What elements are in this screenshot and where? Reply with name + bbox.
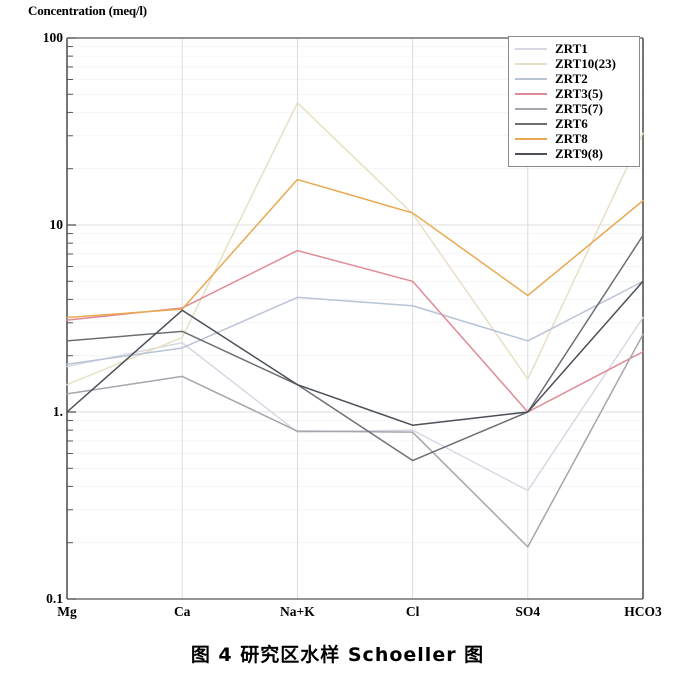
series-line-zrt57 (66, 333, 644, 548)
legend-color-swatch (515, 47, 547, 50)
legend-label: ZRT8 (555, 131, 588, 146)
series-line-zrt35 (66, 249, 644, 413)
legend-color-swatch (515, 137, 547, 140)
legend-label: ZRT2 (555, 71, 588, 86)
legend-label: ZRT6 (555, 116, 588, 131)
legend-row: ZRT1 (515, 41, 633, 56)
legend-row: ZRT3(5) (515, 86, 633, 101)
legend-row: ZRT5(7) (515, 101, 633, 116)
figure-caption: 图 4 研究区水样 Schoeller 图 (190, 644, 485, 666)
x-tick-label-ca: Ca (173, 604, 191, 619)
legend-row: ZRT10(23) (515, 56, 633, 71)
series-line-zrt2 (66, 280, 644, 366)
series-line-zrt98 (66, 280, 644, 426)
legend-color-swatch (515, 92, 547, 95)
chart-legend: ZRT1 ZRT10(23) ZRT2 ZRT3(5) ZRT5(7) ZRT6 ZRT8 Z… (508, 36, 640, 167)
legend-color-swatch (515, 107, 547, 110)
x-tick-label-cl: Cl (405, 604, 420, 619)
y-tick-label: 100 (42, 30, 63, 45)
legend-row: ZRT9(8) (515, 146, 633, 161)
x-tick-label-nak: Na+K (280, 604, 315, 619)
x-tick-label-so4: SO4 (515, 604, 541, 619)
legend-color-swatch (515, 152, 547, 155)
y-tick-label: 10 (49, 217, 64, 232)
legend-color-swatch (515, 77, 547, 80)
x-tick-label-mg: Mg (57, 604, 77, 619)
x-tick-label-hco3: HCO3 (624, 604, 662, 619)
legend-color-swatch (515, 62, 547, 65)
legend-row: ZRT2 (515, 71, 633, 86)
series-line-zrt1023 (66, 102, 644, 386)
legend-label: ZRT3(5) (555, 86, 603, 101)
legend-label: ZRT5(7) (555, 101, 603, 116)
legend-color-swatch (515, 122, 547, 125)
series-line-zrt1 (66, 316, 644, 492)
legend-row: ZRT8 (515, 131, 633, 146)
series-line-zrt6 (66, 234, 644, 462)
y-axis-title: Concentration (meq/l) (28, 3, 147, 18)
y-tick-label: 0.1 (46, 591, 63, 606)
legend-label: ZRT1 (555, 41, 588, 56)
legend-row: ZRT6 (515, 116, 633, 131)
legend-label: ZRT10(23) (555, 56, 616, 71)
y-tick-label: 1. (52, 404, 63, 419)
legend-label: ZRT9(8) (555, 146, 603, 161)
series-line-zrt8 (66, 178, 644, 319)
